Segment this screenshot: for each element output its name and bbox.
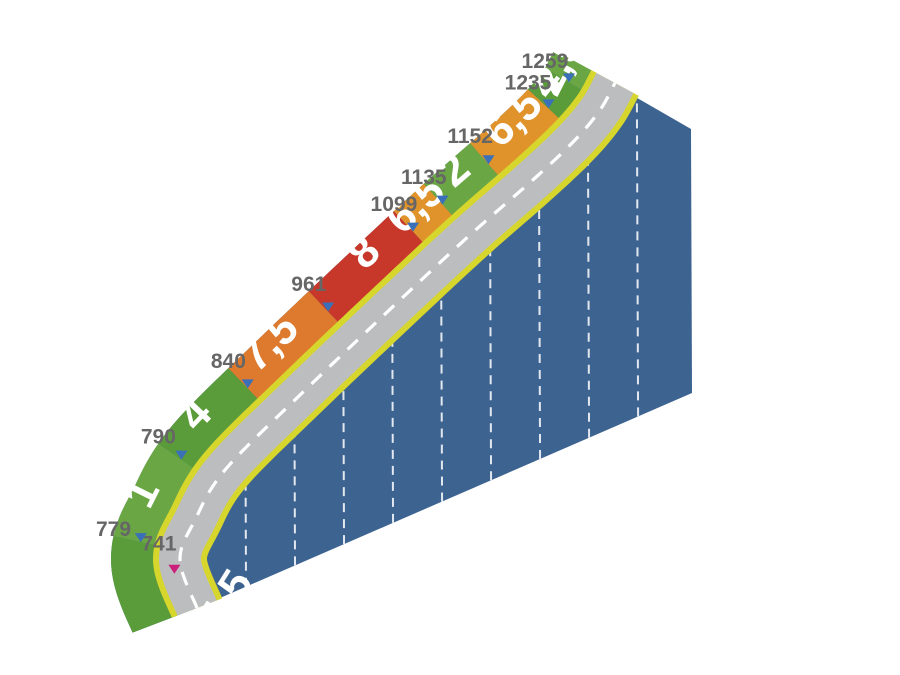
svg-text:741: 741 <box>141 533 176 556</box>
svg-text:961: 961 <box>291 273 326 296</box>
svg-text:840: 840 <box>211 350 246 373</box>
svg-text:779: 779 <box>96 518 131 541</box>
svg-text:1152: 1152 <box>447 125 493 148</box>
svg-text:1135: 1135 <box>401 166 447 189</box>
svg-text:1259: 1259 <box>522 50 569 73</box>
svg-text:1235: 1235 <box>505 71 552 94</box>
svg-text:790: 790 <box>141 426 176 449</box>
svg-text:1099: 1099 <box>371 193 418 216</box>
